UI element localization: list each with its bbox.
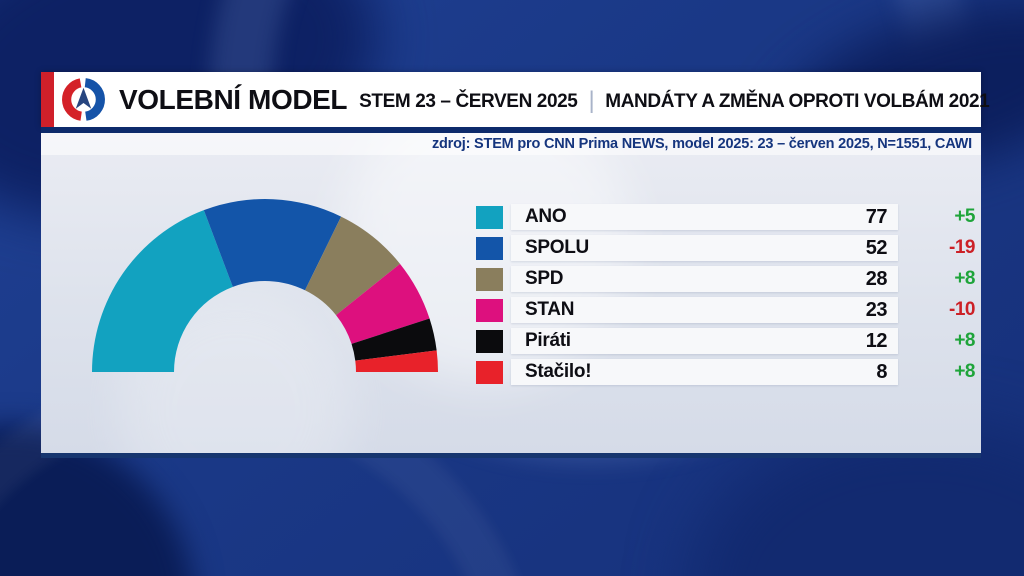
seats-half-donut-chart [92,199,438,372]
content-panel: zdroj: STEM pro CNN Prima NEWS, model 20… [41,133,981,453]
party-seats-value: 12 [865,329,888,352]
results-table: ANO 77 +5 SPOLU 52 -19 SPD 28 +8 STAN 23… [476,204,981,390]
party-row-box: ANO 77 [511,204,898,230]
chart-segment-stailo [355,350,438,372]
page-subtitle: STEM 23 – ČERVEN 2025 [359,91,578,112]
party-row-box: SPOLU 52 [511,235,898,261]
party-color-swatch [476,360,503,384]
party-change-value: +8 [954,361,975,382]
party-change-value: +5 [954,206,975,227]
party-name: Piráti [525,330,571,351]
party-color-swatch [476,298,503,322]
header-titles: VOLEBNÍ MODEL STEM 23 – ČERVEN 2025 | MA… [119,83,990,116]
party-color-swatch [476,205,503,229]
party-row-box: Piráti 12 [511,328,898,354]
party-row: STAN 23 -10 [476,297,981,323]
party-row: Piráti 12 +8 [476,328,981,354]
party-row-box: STAN 23 [511,297,898,323]
party-row: Stačilo! 8 +8 [476,359,981,385]
chart-segment-stan [336,263,430,344]
party-change-value: -10 [949,299,975,320]
title-separator: | [588,86,595,114]
header-bar: VOLEBNÍ MODEL STEM 23 – ČERVEN 2025 | MA… [41,72,990,127]
party-row-box: SPD 28 [511,266,898,292]
header-separator-bar [41,127,981,133]
chart-segment-ano [92,210,233,372]
party-seats-value: 77 [865,205,888,228]
party-seats-value: 28 [865,267,888,290]
chart-segment-spolu [203,199,342,291]
source-bar: zdroj: STEM pro CNN Prima NEWS, model 20… [41,133,981,155]
party-color-swatch [476,329,503,353]
party-name: SPOLU [525,237,589,258]
source-note: zdroj: STEM pro CNN Prima NEWS, model 20… [431,136,972,152]
chart-segment-pirti [351,318,437,361]
chart-segment-spd [305,216,401,316]
party-row: ANO 77 +5 [476,204,981,230]
election-compass-logo-icon [62,78,105,121]
party-change-value: +8 [954,268,975,289]
party-name: Stačilo! [525,361,592,382]
party-name: STAN [525,299,575,320]
section-title: MANDÁTY A ZMĚNA OPROTI VOLBÁM 2021 [605,91,990,112]
party-change-value: -19 [949,237,975,258]
party-row: SPD 28 +8 [476,266,981,292]
panel-bottom-bar [41,453,981,458]
party-row: SPOLU 52 -19 [476,235,981,261]
party-change-value: +8 [954,330,975,351]
party-color-swatch [476,236,503,260]
party-color-swatch [476,267,503,291]
party-name: SPD [525,268,564,289]
page-title: VOLEBNÍ MODEL [119,83,348,115]
party-seats-value: 8 [876,360,887,383]
party-seats-value: 52 [865,236,888,259]
header-accent-stripe [41,72,54,127]
party-name: ANO [525,206,567,227]
party-row-box: Stačilo! 8 [511,359,898,385]
party-seats-value: 23 [865,298,888,321]
